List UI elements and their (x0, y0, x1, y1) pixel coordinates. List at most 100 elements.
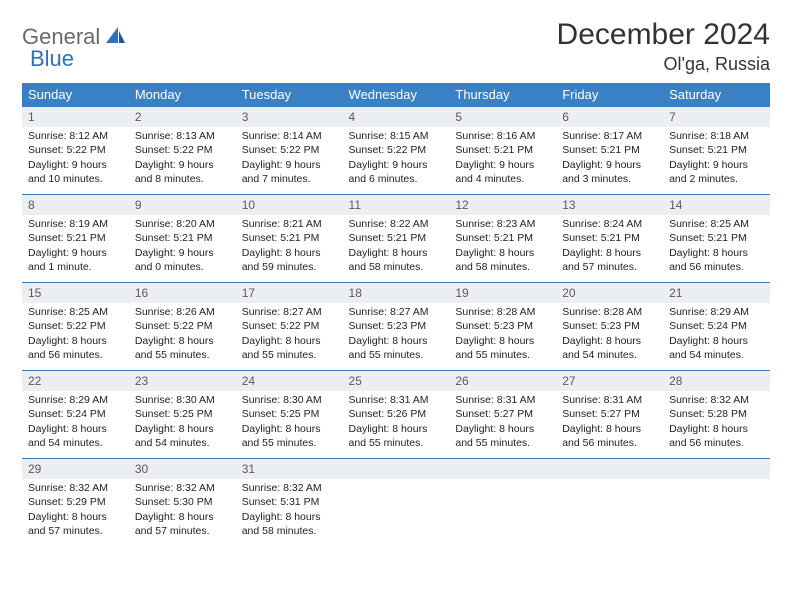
sunset-text: Sunset: 5:22 PM (242, 143, 337, 157)
calendar-cell: 4Sunrise: 8:15 AMSunset: 5:22 PMDaylight… (343, 107, 450, 195)
sunset-text: Sunset: 5:21 PM (455, 143, 550, 157)
sunrise-text: Sunrise: 8:29 AM (669, 305, 764, 319)
day-number: 2 (129, 107, 236, 127)
day-number: 6 (556, 107, 663, 127)
day-number: 21 (663, 283, 770, 303)
sunset-text: Sunset: 5:22 PM (28, 319, 123, 333)
calendar-cell (343, 459, 450, 555)
calendar-cell: 3Sunrise: 8:14 AMSunset: 5:22 PMDaylight… (236, 107, 343, 195)
calendar-cell: 22Sunrise: 8:29 AMSunset: 5:24 PMDayligh… (22, 371, 129, 459)
sunrise-text: Sunrise: 8:30 AM (242, 393, 337, 407)
sunrise-text: Sunrise: 8:19 AM (28, 217, 123, 231)
calendar-cell: 25Sunrise: 8:31 AMSunset: 5:26 PMDayligh… (343, 371, 450, 459)
calendar-cell: 30Sunrise: 8:32 AMSunset: 5:30 PMDayligh… (129, 459, 236, 555)
day-body: Sunrise: 8:28 AMSunset: 5:23 PMDaylight:… (556, 303, 663, 366)
day-body: Sunrise: 8:24 AMSunset: 5:21 PMDaylight:… (556, 215, 663, 278)
sunrise-text: Sunrise: 8:31 AM (349, 393, 444, 407)
calendar-cell: 19Sunrise: 8:28 AMSunset: 5:23 PMDayligh… (449, 283, 556, 371)
sunrise-text: Sunrise: 8:27 AM (242, 305, 337, 319)
calendar-cell: 2Sunrise: 8:13 AMSunset: 5:22 PMDaylight… (129, 107, 236, 195)
sunset-text: Sunset: 5:22 PM (242, 319, 337, 333)
daylight-text: Daylight: 8 hours and 54 minutes. (669, 334, 764, 362)
day-body: Sunrise: 8:31 AMSunset: 5:27 PMDaylight:… (556, 391, 663, 454)
calendar-cell: 21Sunrise: 8:29 AMSunset: 5:24 PMDayligh… (663, 283, 770, 371)
day-number: 31 (236, 459, 343, 479)
day-number: 27 (556, 371, 663, 391)
sunset-text: Sunset: 5:26 PM (349, 407, 444, 421)
day-number: 1 (22, 107, 129, 127)
weekday-header-row: Sunday Monday Tuesday Wednesday Thursday… (22, 83, 770, 107)
sunset-text: Sunset: 5:21 PM (669, 231, 764, 245)
day-body: Sunrise: 8:26 AMSunset: 5:22 PMDaylight:… (129, 303, 236, 366)
weekday-header: Saturday (663, 83, 770, 107)
calendar-row: 22Sunrise: 8:29 AMSunset: 5:24 PMDayligh… (22, 371, 770, 459)
sunrise-text: Sunrise: 8:18 AM (669, 129, 764, 143)
daylight-text: Daylight: 8 hours and 55 minutes. (455, 334, 550, 362)
day-number: 4 (343, 107, 450, 127)
calendar-cell (449, 459, 556, 555)
day-body: Sunrise: 8:27 AMSunset: 5:23 PMDaylight:… (343, 303, 450, 366)
calendar-cell: 29Sunrise: 8:32 AMSunset: 5:29 PMDayligh… (22, 459, 129, 555)
sunrise-text: Sunrise: 8:25 AM (28, 305, 123, 319)
daylight-text: Daylight: 8 hours and 57 minutes. (28, 510, 123, 538)
sunrise-text: Sunrise: 8:12 AM (28, 129, 123, 143)
sunset-text: Sunset: 5:21 PM (28, 231, 123, 245)
calendar-cell: 6Sunrise: 8:17 AMSunset: 5:21 PMDaylight… (556, 107, 663, 195)
calendar-cell: 28Sunrise: 8:32 AMSunset: 5:28 PMDayligh… (663, 371, 770, 459)
weekday-header: Tuesday (236, 83, 343, 107)
daylight-text: Daylight: 9 hours and 8 minutes. (135, 158, 230, 186)
sunset-text: Sunset: 5:22 PM (28, 143, 123, 157)
day-number-empty (449, 459, 556, 479)
sunset-text: Sunset: 5:21 PM (562, 231, 657, 245)
calendar-cell: 11Sunrise: 8:22 AMSunset: 5:21 PMDayligh… (343, 195, 450, 283)
day-number: 9 (129, 195, 236, 215)
day-body: Sunrise: 8:32 AMSunset: 5:30 PMDaylight:… (129, 479, 236, 542)
day-number: 8 (22, 195, 129, 215)
day-number: 22 (22, 371, 129, 391)
day-number: 15 (22, 283, 129, 303)
calendar-cell: 5Sunrise: 8:16 AMSunset: 5:21 PMDaylight… (449, 107, 556, 195)
calendar-cell: 14Sunrise: 8:25 AMSunset: 5:21 PMDayligh… (663, 195, 770, 283)
sunrise-text: Sunrise: 8:28 AM (455, 305, 550, 319)
daylight-text: Daylight: 8 hours and 59 minutes. (242, 246, 337, 274)
day-number: 24 (236, 371, 343, 391)
daylight-text: Daylight: 8 hours and 55 minutes. (349, 334, 444, 362)
day-body: Sunrise: 8:32 AMSunset: 5:28 PMDaylight:… (663, 391, 770, 454)
day-number: 17 (236, 283, 343, 303)
day-body: Sunrise: 8:13 AMSunset: 5:22 PMDaylight:… (129, 127, 236, 190)
calendar-cell (556, 459, 663, 555)
sunset-text: Sunset: 5:21 PM (135, 231, 230, 245)
daylight-text: Daylight: 9 hours and 0 minutes. (135, 246, 230, 274)
calendar-cell: 15Sunrise: 8:25 AMSunset: 5:22 PMDayligh… (22, 283, 129, 371)
daylight-text: Daylight: 8 hours and 55 minutes. (349, 422, 444, 450)
calendar-cell: 20Sunrise: 8:28 AMSunset: 5:23 PMDayligh… (556, 283, 663, 371)
sunrise-text: Sunrise: 8:14 AM (242, 129, 337, 143)
sunrise-text: Sunrise: 8:16 AM (455, 129, 550, 143)
calendar-cell: 26Sunrise: 8:31 AMSunset: 5:27 PMDayligh… (449, 371, 556, 459)
calendar-row: 15Sunrise: 8:25 AMSunset: 5:22 PMDayligh… (22, 283, 770, 371)
logo-sail-icon (104, 25, 126, 50)
calendar-cell: 23Sunrise: 8:30 AMSunset: 5:25 PMDayligh… (129, 371, 236, 459)
calendar-cell: 24Sunrise: 8:30 AMSunset: 5:25 PMDayligh… (236, 371, 343, 459)
daylight-text: Daylight: 8 hours and 56 minutes. (669, 246, 764, 274)
sunset-text: Sunset: 5:23 PM (455, 319, 550, 333)
calendar-row: 8Sunrise: 8:19 AMSunset: 5:21 PMDaylight… (22, 195, 770, 283)
day-number: 16 (129, 283, 236, 303)
daylight-text: Daylight: 9 hours and 2 minutes. (669, 158, 764, 186)
sunrise-text: Sunrise: 8:29 AM (28, 393, 123, 407)
header: General December 2024 Ol'ga, Russia (22, 18, 770, 75)
title-block: December 2024 Ol'ga, Russia (557, 18, 770, 75)
daylight-text: Daylight: 8 hours and 58 minutes. (349, 246, 444, 274)
day-number: 13 (556, 195, 663, 215)
day-body: Sunrise: 8:30 AMSunset: 5:25 PMDaylight:… (129, 391, 236, 454)
day-body: Sunrise: 8:12 AMSunset: 5:22 PMDaylight:… (22, 127, 129, 190)
day-body: Sunrise: 8:29 AMSunset: 5:24 PMDaylight:… (663, 303, 770, 366)
daylight-text: Daylight: 9 hours and 7 minutes. (242, 158, 337, 186)
daylight-text: Daylight: 8 hours and 55 minutes. (455, 422, 550, 450)
weekday-header: Thursday (449, 83, 556, 107)
sunset-text: Sunset: 5:31 PM (242, 495, 337, 509)
calendar-row: 29Sunrise: 8:32 AMSunset: 5:29 PMDayligh… (22, 459, 770, 555)
daylight-text: Daylight: 8 hours and 57 minutes. (562, 246, 657, 274)
sunset-text: Sunset: 5:23 PM (349, 319, 444, 333)
daylight-text: Daylight: 8 hours and 56 minutes. (669, 422, 764, 450)
